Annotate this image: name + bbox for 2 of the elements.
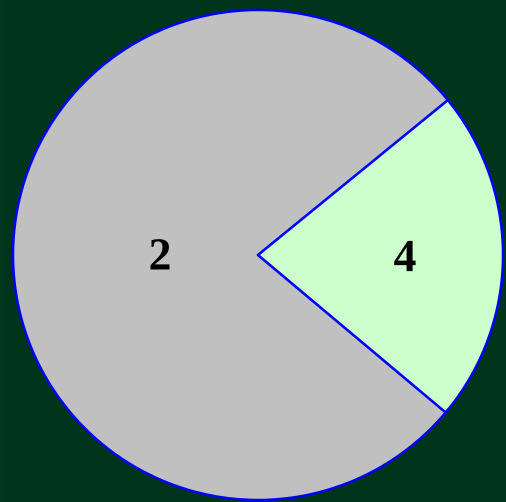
slice-label: 4: [394, 240, 416, 272]
slice-label: 2: [150, 239, 170, 270]
